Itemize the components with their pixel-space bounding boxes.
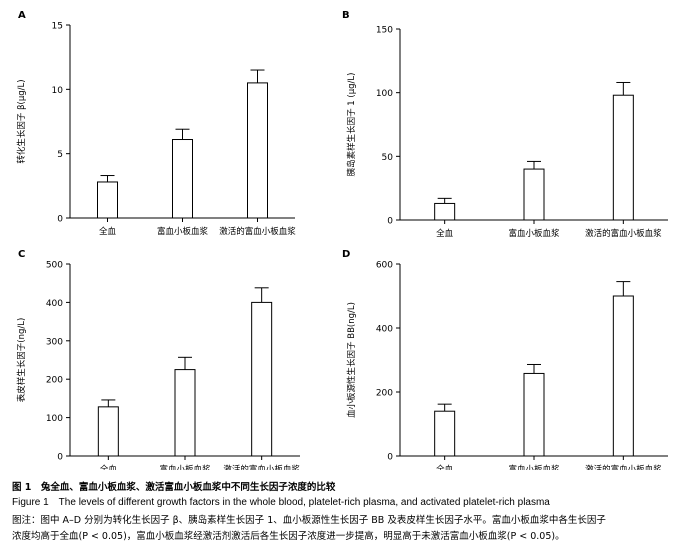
y-tick-label: 400 [46, 299, 63, 309]
panel-b: B 0 50 100 150 胰岛素样生长因子 1 (μg/L) 全血 富血小板血浆 激活的富血… [342, 10, 668, 239]
bar [434, 410, 456, 457]
x-tick-label: 富血小板血浆 [157, 226, 209, 237]
y-tick-label: 10 [52, 86, 64, 96]
y-axis-title: 表皮样生长因子(ng/L) [16, 318, 27, 403]
y-axis-title: 转化生长因子 β(μg/L) [16, 79, 27, 163]
y-axis-title: 胰岛素样生长因子 1 (μg/L) [346, 73, 357, 177]
bar [251, 301, 273, 457]
panel-label: D [342, 249, 350, 260]
bar [247, 82, 268, 219]
x-tick-label: 全血 [436, 464, 454, 470]
y-tick-label: 50 [382, 153, 394, 163]
x-tick-label: 富血小板血浆 [508, 228, 560, 239]
y-tick-label: 0 [57, 215, 63, 225]
panel-label: B [342, 10, 350, 21]
panel-label: C [18, 249, 25, 260]
y-axis-title: 血小板源性生长因子 BB(ng/L) [346, 302, 357, 418]
bar [523, 372, 545, 457]
panel-d: D 0 200 400 600 血小板源性生长因子 BB(ng/L) 全血 富血小板血浆 激活的… [342, 249, 668, 470]
x-tick-label: 富血小板血浆 [508, 464, 560, 470]
y-tick-label: 0 [57, 453, 63, 463]
caption-note-line1: 图注：图中 A–D 分别为转化生长因子 β、胰岛素样生长因子 1、血小板源性生长… [12, 515, 606, 526]
x-tick-label: 全血 [100, 464, 118, 470]
bar [434, 202, 456, 221]
bar [97, 181, 118, 219]
x-tick-label: 全血 [436, 228, 454, 239]
x-tick-label: 全血 [99, 226, 117, 237]
y-tick-label: 15 [52, 22, 63, 32]
y-tick-label: 200 [46, 376, 63, 386]
caption-title-en: Figure 1 The levels of different growth … [12, 497, 550, 508]
panel-label: A [18, 10, 26, 21]
y-tick-label: 600 [376, 261, 393, 271]
panel-c: C 0 100 200 300 400 500 表皮样生长因子(ng/L) 全血 富血小板血浆 激活… [16, 249, 300, 470]
x-tick-label: 激活的富血小板血浆 [219, 226, 296, 237]
bar [523, 168, 545, 221]
panel-a: A 0 5 10 15 转化生长因子 β(μg/L) 全血 富血小板血浆 激活的富血小板血浆 [16, 10, 296, 237]
y-tick-label: 0 [387, 453, 393, 463]
y-tick-label: 500 [46, 261, 63, 271]
y-tick-label: 400 [376, 325, 393, 335]
bar [612, 295, 634, 457]
x-tick-label: 激活的富血小板血浆 [223, 464, 300, 470]
y-tick-label: 0 [387, 217, 393, 227]
y-tick-label: 200 [376, 389, 393, 399]
y-tick-label: 150 [376, 26, 393, 36]
y-tick-label: 300 [46, 337, 63, 347]
bar [174, 369, 196, 457]
y-tick-label: 5 [57, 150, 63, 160]
bar [97, 406, 119, 457]
caption-note-line2: 浓度均高于全血(P < 0.05)，富血小板血浆经激活剂激活后各生长因子浓度进一… [12, 531, 565, 542]
caption-title-zh: 图 1 兔全血、富血小板血浆、激活富血小板血浆中不同生长因子浓度的比较 [12, 482, 336, 493]
x-tick-label: 富血小板血浆 [159, 464, 211, 470]
x-tick-label: 激活的富血小板血浆 [585, 228, 662, 239]
bar [172, 139, 193, 219]
bar [612, 94, 634, 221]
y-tick-label: 100 [46, 414, 63, 424]
x-tick-label: 激活的富血小板血浆 [585, 464, 662, 470]
y-tick-label: 100 [376, 89, 393, 99]
